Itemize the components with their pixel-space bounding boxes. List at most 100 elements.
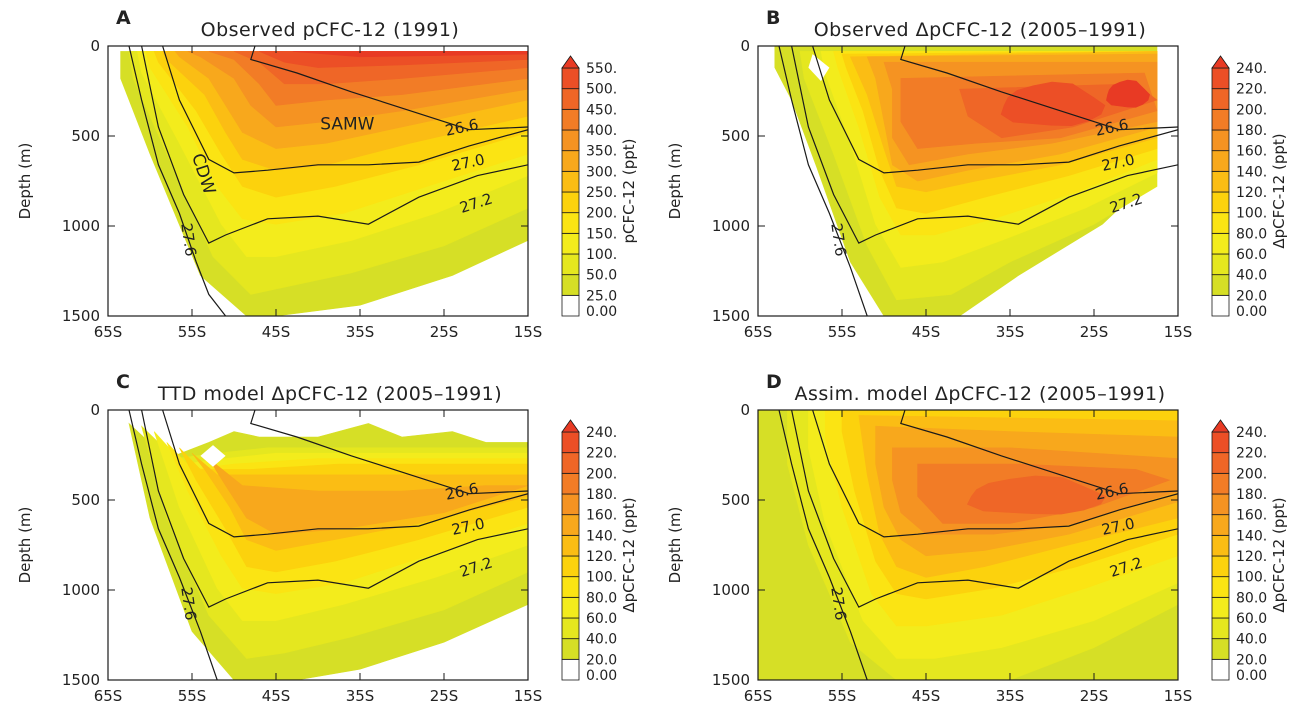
isopycnal-line-0 [900, 410, 1178, 495]
panel-title: Observed ΔpCFC-12 (2005–1991) [814, 19, 1147, 41]
colorbar-tick-label: 140. [1236, 528, 1267, 544]
x-tick-label: 65S [94, 323, 123, 341]
x-tick-label: 35S [346, 687, 375, 703]
plot-frame [757, 409, 1179, 681]
colorbar-swatch [1211, 534, 1230, 557]
isopycnal-line-3 [778, 410, 868, 680]
x-tick-label: 15S [514, 323, 543, 341]
colorbar-swatch [1211, 170, 1230, 193]
y-tick-label: 1500 [712, 671, 750, 689]
y-tick-label: 500 [71, 491, 100, 509]
colorbar-tick-label: 120. [1236, 549, 1267, 565]
colorbar-tick-label: 140. [586, 528, 617, 544]
colorbar-tick-label: 25.0 [586, 288, 617, 304]
isopycnal-label: 27.6 [827, 586, 849, 622]
colorbar-swatch [1211, 88, 1230, 110]
y-tick-label: 500 [721, 491, 750, 509]
colorbar-tick-label: 0.00 [586, 304, 617, 320]
y-tick-label: 0 [740, 401, 750, 419]
colorbar-tick-label: 220. [586, 446, 617, 462]
colorbar-swatch [1211, 129, 1230, 152]
colorbar-tick-label: 240. [1236, 61, 1267, 77]
colorbar-swatch [1211, 431, 1230, 454]
contour-band-12 [292, 51, 528, 58]
annotation-samw: SAMW [320, 115, 374, 135]
colorbar-tick-label: 50.0 [586, 268, 617, 284]
isopycnal-line-1 [162, 46, 528, 174]
colorbar-tick-label: 40.0 [1236, 632, 1267, 648]
contour-band-7 [208, 458, 528, 535]
colorbar-tick-label: 550. [586, 61, 617, 77]
isopycnal-line-3 [778, 46, 868, 316]
colorbar-tick-label: 80.0 [1236, 590, 1267, 606]
colorbar-tick-label: 100. [586, 247, 617, 263]
colorbar-tick-label: 140. [1236, 164, 1267, 180]
isopycnal-line-0 [250, 410, 528, 495]
panel-letter: A [116, 7, 131, 29]
colorbar-tick-label: 400. [586, 123, 617, 139]
colorbar-swatch [561, 253, 580, 276]
x-tick-label: 25S [1080, 323, 1109, 341]
colorbar-swatch [1211, 596, 1230, 619]
colorbar-swatch [561, 555, 580, 578]
isopycnal-line-2 [791, 410, 1178, 608]
x-tick-label: 15S [1164, 687, 1193, 703]
isopycnal-line-1 [812, 46, 1178, 174]
colorbar-swatch [1211, 638, 1230, 660]
x-tick-label: 35S [346, 323, 375, 341]
colorbar-tick-label: 100. [586, 570, 617, 586]
y-axis-label: Depth (m) [666, 143, 684, 220]
isopycnal-line-0 [900, 46, 1178, 131]
isopycnal-line-1 [812, 410, 1178, 538]
isopycnal-line-2 [141, 46, 528, 244]
x-tick-label: 55S [828, 687, 857, 703]
colorbar-swatch [561, 212, 580, 234]
contour-fill [128, 422, 528, 680]
colorbar-swatch [561, 514, 580, 536]
colorbar-swatch [561, 596, 580, 619]
colorbar-tick-label: 80.0 [1236, 226, 1267, 242]
colorbar-tick-label: 200. [586, 466, 617, 482]
colorbar-tick-label: 160. [586, 508, 617, 524]
x-tick-label: 25S [430, 687, 459, 703]
colorbar-swatch [1211, 576, 1230, 598]
isopycnals [778, 410, 1178, 680]
colorbar-swatch [561, 294, 580, 317]
x-tick-label: 65S [744, 323, 773, 341]
colorbar-swatch [1211, 555, 1230, 578]
colorbar-arrow [1211, 419, 1230, 433]
colorbar-swatch [561, 534, 580, 557]
colorbar-tick-label: 220. [1236, 446, 1267, 462]
data-gap [200, 445, 226, 467]
contour-band-10 [966, 475, 1107, 515]
x-tick-label: 55S [828, 323, 857, 341]
colorbar-tick-label: 220. [1236, 82, 1267, 98]
colorbar-swatch [1211, 67, 1230, 90]
colorbar-swatch [561, 431, 580, 454]
panel-letter: B [766, 7, 780, 29]
colorbar-tick-label: 240. [1236, 425, 1267, 441]
isopycnals [128, 410, 528, 680]
isopycnal-line-0 [250, 46, 528, 131]
colorbar-swatch [561, 170, 580, 193]
y-tick-label: 1000 [712, 217, 750, 235]
y-tick-label: 0 [740, 37, 750, 55]
colorbar-swatch [561, 472, 580, 495]
colorbar-tick-label: 100. [1236, 206, 1267, 222]
colorbar-swatch [1211, 253, 1230, 276]
colorbar-tick-label: 200. [1236, 466, 1267, 482]
colorbar-tick-label: 500. [586, 82, 617, 98]
colorbar-swatch [561, 191, 580, 214]
colorbar-swatch [561, 617, 580, 640]
isopycnal-line-1 [162, 410, 528, 538]
colorbar-swatch [561, 232, 580, 255]
isopycnals [778, 46, 1178, 316]
panel-title: Observed pCFC-12 (1991) [201, 19, 460, 41]
colorbar-tick-label: 240. [586, 425, 617, 441]
colorbar-label: ΔpCFC-12 (ppt) [1270, 497, 1288, 612]
isopycnal-label: 27.6 [827, 222, 849, 258]
